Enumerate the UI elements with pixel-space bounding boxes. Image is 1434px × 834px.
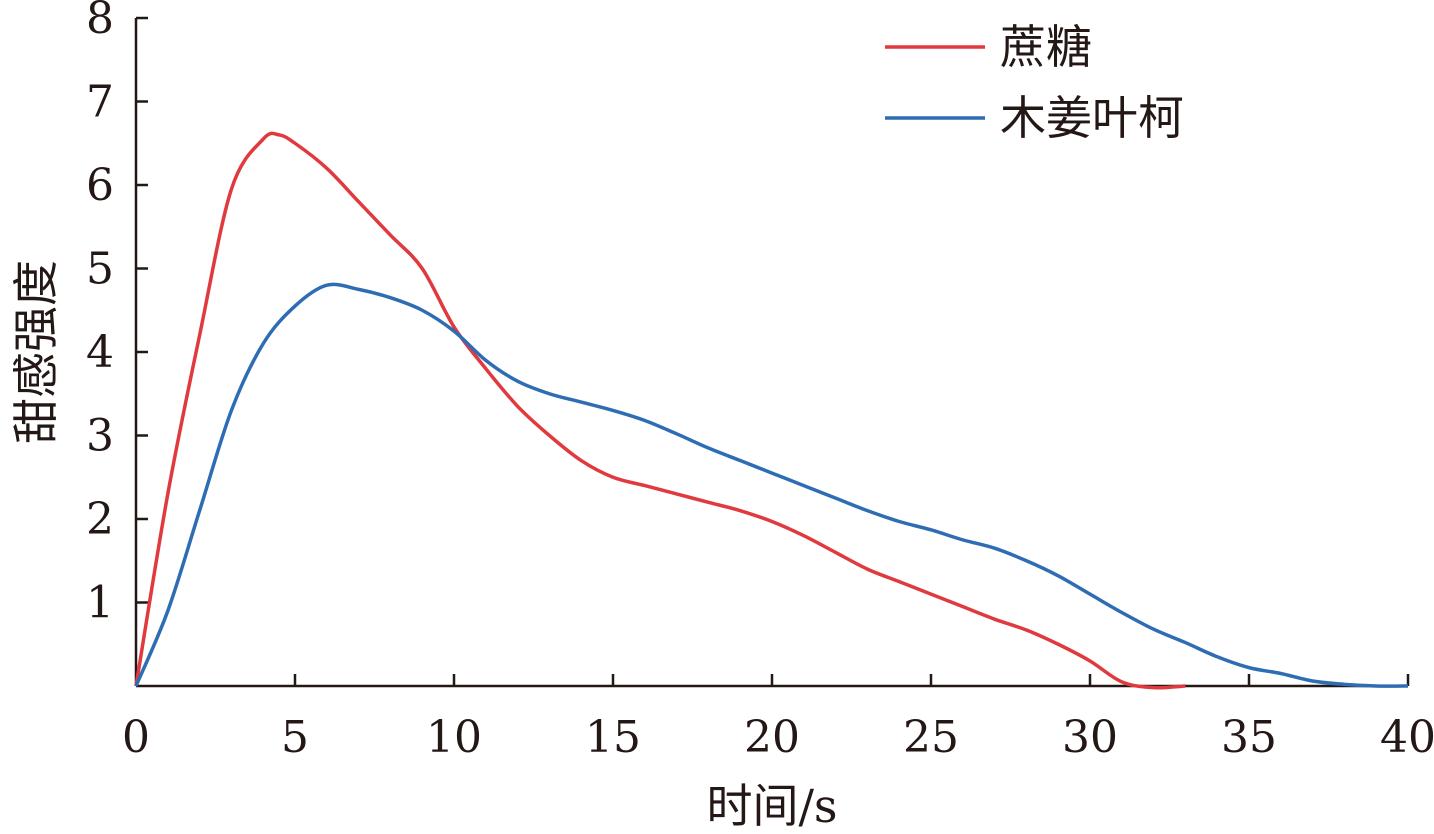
x-tick-label: 30 [1062, 712, 1118, 763]
x-tick-label: 0 [122, 712, 150, 763]
y-tick-label: 6 [86, 160, 114, 211]
series-line-0 [134, 131, 1186, 690]
legend-label-1: 木姜叶柯 [1000, 91, 1184, 145]
y-axis-label: 甜感强度 [9, 260, 63, 444]
y-tick-label: 4 [86, 327, 114, 378]
legend-label-0: 蔗糖 [1000, 20, 1092, 74]
axes [134, 18, 1408, 688]
x-tick-label: 15 [585, 712, 641, 763]
x-tick-label: 20 [744, 712, 800, 763]
y-tick-label: 7 [86, 77, 114, 128]
y-tick-label: 2 [86, 494, 114, 545]
y-tick-label: 8 [86, 0, 114, 44]
x-tick-label: 5 [281, 712, 309, 763]
x-axis-label: 时间/s [706, 779, 837, 833]
x-tick-label: 10 [426, 712, 482, 763]
x-tick-label: 25 [903, 712, 959, 763]
series-line-1 [134, 282, 1409, 688]
x-tick-label: 40 [1380, 712, 1434, 763]
y-tick-label: 1 [86, 578, 114, 629]
x-tick-label: 35 [1221, 712, 1277, 763]
y-tick-label: 5 [86, 244, 114, 295]
y-tick-label: 3 [86, 411, 114, 462]
